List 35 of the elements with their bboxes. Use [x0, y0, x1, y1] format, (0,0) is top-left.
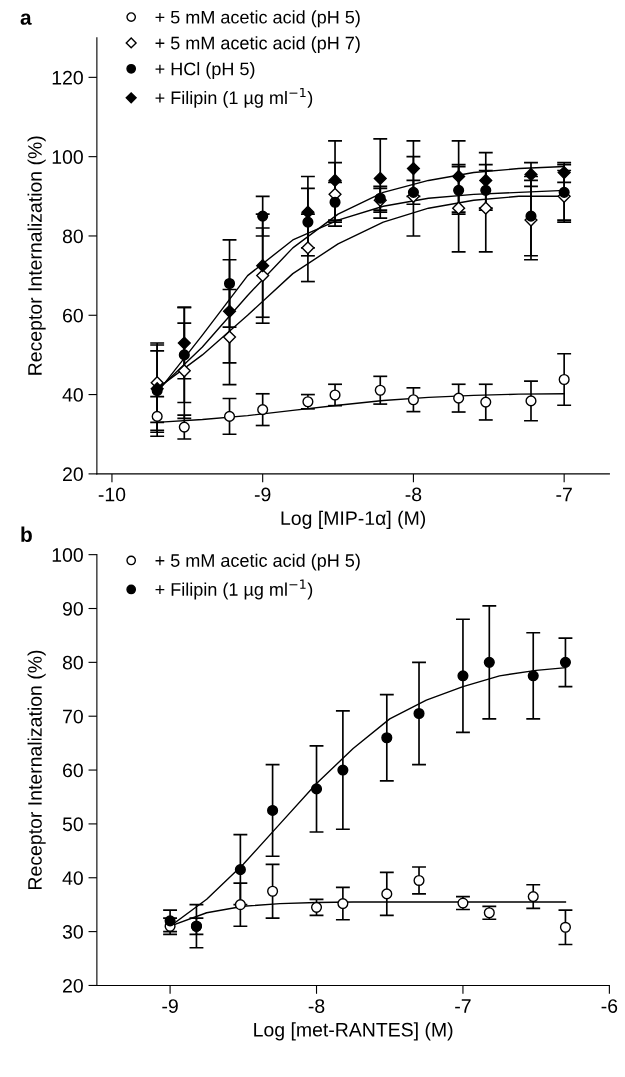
legend-label: + Filipin (1 µg ml$^{−1}$) — [155, 87, 313, 108]
x-axis-title: Log [met-RANTES] (M) — [254, 1022, 453, 1041]
x-axis-title: Log [MIP-1α] (M) — [281, 510, 426, 529]
y-tick-label: 20 — [63, 978, 83, 993]
x-tick-label: -10 — [98, 487, 126, 502]
y-tick-label: 120 — [52, 70, 83, 85]
chart-title: b — [21, 526, 32, 542]
x-tick-label: -8 — [308, 999, 325, 1013]
legend-label: + 5 mM acetic acid (pH 7) — [155, 36, 360, 54]
y-tick-label: 60 — [63, 308, 83, 323]
x-tick-label: -9 — [162, 999, 178, 1013]
y-tick-label: 70 — [63, 709, 83, 724]
y-tick-label: 80 — [62, 655, 83, 670]
x-tick-label: -7 — [556, 487, 572, 502]
x-tick-label: -6 — [601, 999, 618, 1013]
y-tick-label: 40 — [62, 871, 83, 885]
y-axis-title: Receptor Internalization (%) — [27, 136, 46, 375]
y-tick-label: 90 — [62, 601, 83, 616]
legend-label: + Filipin (1 µg ml$^{−1}$) — [155, 579, 313, 600]
y-tick-label: 100 — [52, 150, 83, 164]
x-tick-label: -8 — [405, 487, 422, 502]
y-axis-title: Receptor Internalization (%) — [27, 650, 46, 889]
y-tick-label: 100 — [52, 548, 83, 562]
legend-label: + 5 mM acetic acid (pH 5) — [155, 553, 360, 571]
y-tick-label: 30 — [62, 925, 83, 939]
chart-title: a — [20, 13, 32, 25]
legend-label: + 5 mM acetic acid (pH 5) — [155, 10, 360, 28]
x-tick-label: -7 — [455, 999, 471, 1013]
y-tick-label: 60 — [63, 763, 83, 778]
y-tick-label: 20 — [63, 467, 83, 482]
x-tick-label: -9 — [254, 487, 271, 502]
y-tick-label: 40 — [62, 388, 83, 402]
legend-label: + HCl (pH 5) — [155, 62, 255, 79]
y-tick-label: 50 — [62, 817, 83, 832]
y-tick-label: 80 — [62, 229, 83, 244]
